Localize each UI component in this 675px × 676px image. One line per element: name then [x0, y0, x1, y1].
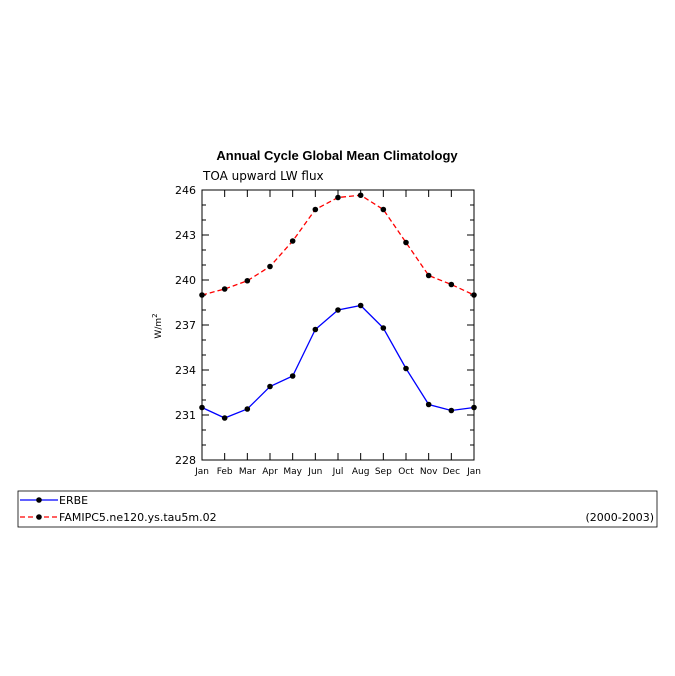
series-0-point: [221, 415, 228, 421]
x-tick-label: Jun: [307, 467, 322, 477]
series-0-point: [357, 302, 364, 309]
series-1-point: [199, 292, 205, 298]
series-1-point: [380, 206, 387, 213]
y-tick-label: 234: [175, 364, 196, 377]
series-line-1: [201, 194, 475, 296]
y-tick-label: 240: [175, 274, 196, 287]
x-tick-label: Jan: [466, 467, 481, 477]
series-0-point: [335, 307, 341, 313]
series-1-point: [448, 281, 455, 288]
plot-area: 228 231 234 237 240 243 246 Jan Feb Mar Apr May Jun J…: [175, 184, 481, 477]
x-tick-label: Jul: [332, 467, 344, 477]
series-0-point: [471, 404, 477, 411]
series-0-point: [267, 383, 273, 390]
x-tick-label: Dec: [443, 467, 460, 477]
x-tick-label: Feb: [217, 467, 233, 477]
y-tick-label: 246: [175, 184, 196, 197]
series-0-point: [199, 404, 205, 411]
legend-entry-erbe: ERBE: [20, 494, 88, 507]
x-tick-label: Apr: [262, 467, 278, 477]
x-tick-label: Jan: [194, 467, 209, 477]
series-1-point: [425, 272, 432, 279]
series-1-point: [403, 239, 409, 246]
y-tick-label: 228: [175, 454, 196, 467]
x-tick-label: May: [283, 467, 302, 477]
y-tick-label: 231: [175, 409, 196, 422]
series-0-point: [244, 406, 251, 412]
x-tick-label: Mar: [239, 467, 256, 477]
plot-frame: [201, 189, 475, 461]
series-1-point: [335, 194, 341, 201]
series-0-point: [289, 373, 296, 379]
legend-marker-famipc5: [36, 514, 42, 520]
chart-title: Annual Cycle Global Mean Climatology: [216, 148, 458, 163]
series-1-point: [471, 292, 477, 298]
legend-label-erbe: ERBE: [59, 494, 88, 507]
series-1-point: [267, 263, 273, 270]
series-0-point: [425, 401, 432, 408]
series-line-0: [201, 304, 475, 419]
x-tick-label: Oct: [398, 467, 414, 477]
legend-entry-famipc5: FAMIPC5.ne120.ys.tau5m.02: [20, 511, 217, 524]
x-tick-label: Nov: [420, 467, 438, 477]
series-1-point: [244, 277, 251, 284]
series-0-point: [448, 407, 455, 414]
legend-box: [17, 490, 658, 528]
y-tick-label: 237: [175, 319, 196, 332]
series-0-point: [403, 365, 409, 372]
series-1-point: [221, 286, 228, 292]
y-tick-label: 243: [175, 229, 196, 242]
series-1-point: [357, 192, 364, 199]
legend-marker-erbe: [36, 497, 42, 503]
legend-label-famipc5: FAMIPC5.ne120.ys.tau5m.02: [59, 511, 217, 524]
x-tick-label: Sep: [375, 467, 392, 477]
series-1-point: [289, 238, 296, 244]
chart-subtitle: TOA upward LW flux: [202, 169, 324, 183]
period-label: (2000-2003): [585, 511, 654, 524]
series-1-point: [312, 206, 319, 213]
series-0-point: [312, 326, 319, 333]
y-axis-label: W/m2: [151, 313, 164, 338]
series-0-point: [380, 325, 387, 331]
x-tick-label: Aug: [352, 467, 370, 477]
